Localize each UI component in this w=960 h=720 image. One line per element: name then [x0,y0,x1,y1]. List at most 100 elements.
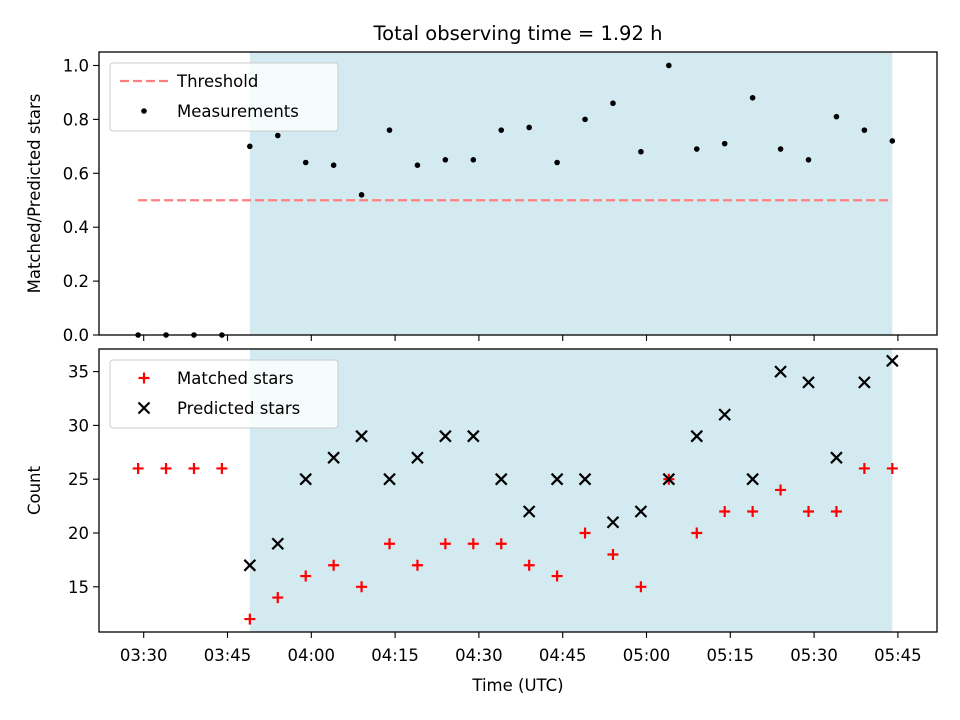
top-plot-marks [135,62,896,338]
bot-matched-stars-point [607,549,619,561]
bot-predicted-stars-point [299,472,312,486]
bottom-y-ticks: 15 20 25 30 35 [68,363,99,597]
bot-predicted-stars-point [578,472,592,486]
top-measurements-point [414,162,421,168]
top-measurements-point [442,157,449,163]
x-tick-label: 03:30 [120,646,168,665]
top-legend: Threshold Measurements [109,62,339,132]
top-measurements-point [582,116,588,123]
x-tick-label: 05:45 [874,646,922,665]
bot-matched-stars-point [160,462,172,474]
bot-legend-swatch [137,401,151,415]
top-y-tick-label: 1.0 [63,56,89,75]
bot-matched-stars-point [747,505,759,517]
x-tick-label: 03:45 [204,646,252,665]
top-panel: 0.0 0.2 0.4 0.6 0.8 1.0 Matched/Predicted sta… [25,51,938,345]
top-measurements-point [470,157,477,163]
bottom-axes-frame [98,348,938,633]
bot-predicted-stars-point [662,472,676,486]
bot-predicted-stars-point [634,505,648,518]
x-tick-label: 04:45 [539,646,587,665]
bottom-legend: Matched stars Predicted stars [109,359,339,429]
top-measurements-point [247,143,253,150]
top-measurements-point [498,127,505,133]
bot-predicted-stars-point [802,376,815,389]
bot-matched-stars-point [523,559,535,571]
bot-matched-stars-point [439,538,451,550]
bot-predicted-stars-point [355,429,368,443]
top-measurements-point [526,124,532,131]
bot-matched-stars-point [579,527,591,539]
top-measurements-point [721,140,728,147]
top-measurements-point [805,157,812,163]
x-tick-label: 04:15 [371,646,419,665]
top-observing-span [249,52,893,335]
top-y-tick-label: 0.2 [63,272,89,291]
top-measurements-point [889,138,896,144]
bot-matched-stars-point [300,570,312,582]
bot-y-tick-label: 30 [68,416,89,435]
bot-predicted-stars-point [550,472,564,486]
bottom-y-axis-label: Count [25,465,44,515]
top-measurements-point [638,148,644,155]
chart-title: Total observing time = 1.92 h [373,22,663,45]
top-x-ticks [143,335,899,341]
top-measurements-point [861,127,868,133]
bot-matched-stars-point [272,592,284,604]
top-legend-swatch [141,108,147,114]
top-y-ticks: 0.0 0.2 0.4 0.6 0.8 1.0 [63,56,99,345]
bot-predicted-stars-point [439,429,452,443]
top-measurements-point [693,146,700,152]
top-y-tick-label: 0.4 [63,218,89,237]
bot-legend-swatch [138,372,150,384]
top-measurements-point [666,62,672,69]
bot-predicted-stars-point [243,559,257,572]
bot-predicted-stars-point [690,429,704,443]
bot-legend-label: Predicted stars [177,399,300,418]
bot-predicted-stars-point [858,376,871,389]
top-measurements-point [777,146,784,152]
bot-legend-label: Matched stars [177,369,294,388]
top-measurements-point [610,100,616,107]
x-tick-label: 05:30 [790,646,838,665]
bot-predicted-stars-point [830,451,843,464]
bot-predicted-stars-point [886,354,899,368]
bot-matched-stars-point [495,538,507,550]
x-tick-label: 05:15 [707,646,755,665]
bot-legend-box [109,359,339,429]
top-measurements-point [274,132,281,139]
top-y-axis-label: Matched/Predicted stars [25,94,44,294]
top-measurements-point [302,159,309,166]
bot-matched-stars-point [216,462,228,474]
bottom-panel: 15 20 25 30 35 03:30 03:45 04:00 04:15 04:30 04:4… [25,348,938,665]
bot-y-tick-label: 25 [68,470,89,489]
bot-matched-stars-point [775,484,787,496]
bottom-plot-marks [132,354,899,625]
x-tick-label: 05:00 [623,646,671,665]
top-legend-label: Measurements [177,102,299,121]
bot-matched-stars-point [411,559,423,571]
bottom-observing-span [249,349,893,632]
bot-predicted-stars-point [606,515,620,529]
top-axes-frame [98,51,938,336]
bot-matched-stars-point [132,462,144,474]
x-tick-label: 04:00 [288,646,336,665]
bot-matched-stars-point [691,527,703,539]
top-measurements-point [330,162,337,168]
bot-matched-stars-point [328,559,340,571]
top-measurements-point [386,127,393,133]
bot-predicted-stars-point [467,429,480,443]
bot-matched-stars-point [244,613,256,625]
bot-matched-stars-point [551,570,563,582]
bot-predicted-stars-point [383,472,396,486]
bot-matched-stars-point [467,538,479,550]
bottom-x-ticks: 03:30 03:45 04:00 04:15 04:30 04:45 05:00 05:15… [120,632,922,665]
x-tick-label: 04:30 [455,646,503,665]
bot-y-tick-label: 15 [68,578,89,597]
bot-matched-stars-point [803,505,815,517]
bot-matched-stars-point [719,505,731,517]
bot-matched-stars-point [858,462,870,474]
top-measurements-point [358,192,365,198]
bot-predicted-stars-point [746,472,759,486]
